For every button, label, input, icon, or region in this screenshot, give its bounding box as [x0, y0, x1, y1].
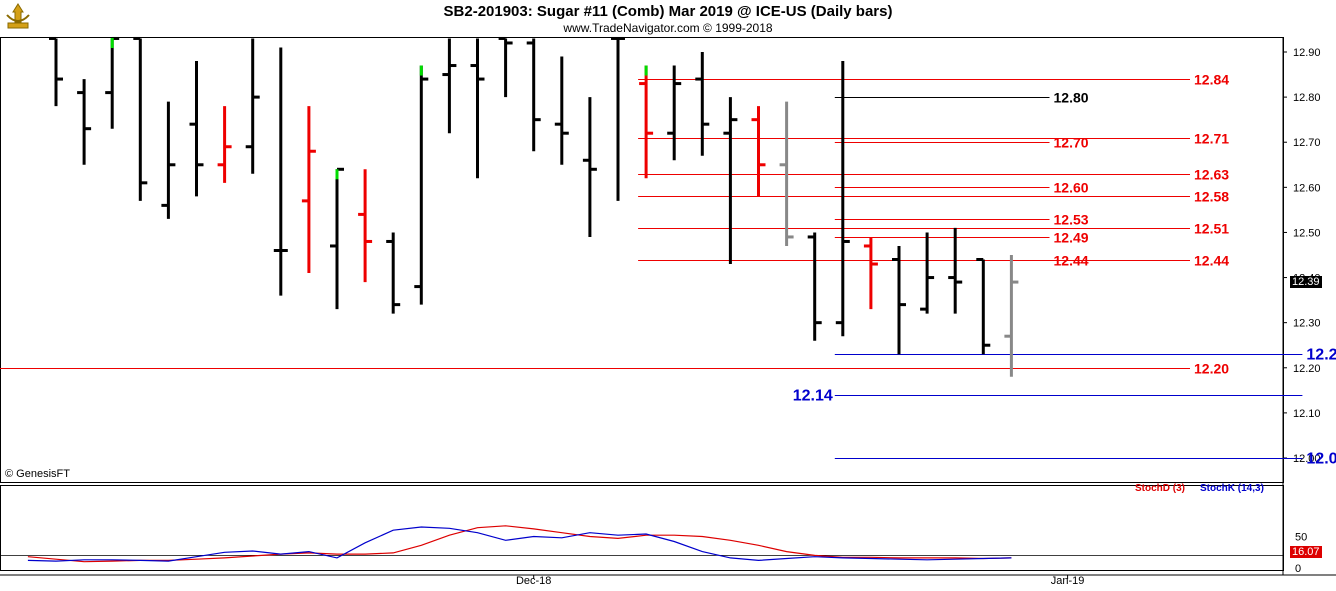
- price-axis-label: 12.20: [1293, 363, 1321, 375]
- price-axis-label: 12.50: [1293, 227, 1321, 239]
- ohlc-bar: [948, 227, 963, 314]
- stoch-axis-label: 50: [1295, 532, 1307, 544]
- ohlc-bar: [554, 56, 569, 165]
- ohlc-bar: [161, 101, 176, 219]
- stoch-d-line: [27, 525, 1012, 563]
- level-label: 12.23: [1306, 347, 1336, 364]
- level-label: 12.49: [1054, 230, 1089, 246]
- stoch-k-line: [27, 526, 1012, 562]
- ohlc-bar: [470, 38, 485, 179]
- chart-title: SB2-201903: Sugar #11 (Comb) Mar 2019 @ …: [443, 3, 893, 20]
- ohlc-bar: [77, 79, 92, 165]
- ohlc-bar: [695, 52, 710, 156]
- ohlc-bar: [189, 61, 204, 197]
- ohlc-bar: [442, 38, 457, 134]
- copyright-label: © GenesisFT: [5, 468, 70, 480]
- ohlc-bar: [301, 106, 316, 274]
- ohlc-bar: [667, 65, 682, 161]
- ohlc-bar: [835, 61, 850, 337]
- level-label: 12.44: [1194, 253, 1229, 269]
- price-axis-label: 12.80: [1293, 92, 1321, 104]
- stoch-current-badge: 16.07: [1290, 546, 1322, 558]
- level-label: 12.70: [1054, 135, 1089, 151]
- level-label: 12.80: [1054, 90, 1089, 106]
- ohlc-bar: [330, 167, 344, 310]
- ohlc-bar: [386, 232, 401, 314]
- ohlc-bar: [498, 36, 513, 98]
- price-axis-label: 12.10: [1293, 408, 1321, 420]
- ohlc-bar: [49, 36, 63, 107]
- stoch-axis-label: 0: [1295, 563, 1301, 575]
- ohlc-bar: [414, 65, 429, 305]
- stoch-d-legend: StochD (3): [1135, 483, 1185, 494]
- price-axis-label: 12.70: [1293, 137, 1321, 149]
- ohlc-bar: [217, 106, 232, 183]
- level-label: 12.63: [1194, 167, 1229, 183]
- ohlc-bar: [779, 101, 794, 246]
- x-axis-label: Dec-18: [516, 575, 551, 587]
- ohlc-bar: [245, 38, 260, 174]
- level-label: 12.60: [1054, 180, 1089, 196]
- current-price-badge: 12.39: [1290, 276, 1322, 288]
- chart-subtitle: www.TradeNavigator.com © 1999-2018: [563, 21, 773, 35]
- level-label: 12.84: [1194, 72, 1229, 88]
- ohlc-bar: [723, 97, 738, 265]
- level-label: 12.14: [793, 388, 833, 405]
- ohlc-bar: [863, 236, 878, 310]
- price-axis-label: 12.90: [1293, 47, 1321, 59]
- ohlc-bar: [1004, 255, 1019, 377]
- ohlc-bar: [639, 65, 654, 179]
- price-axis-label: 12.30: [1293, 318, 1321, 330]
- level-label: 12.53: [1054, 212, 1089, 228]
- ohlc-bar: [273, 47, 288, 296]
- ohlc-bar: [526, 38, 541, 152]
- ohlc-bar: [133, 36, 148, 201]
- ohlc-bar: [358, 169, 373, 283]
- level-label: 12.71: [1194, 131, 1229, 147]
- ohlc-bar: [105, 36, 120, 129]
- level-label: 12.58: [1194, 189, 1229, 205]
- level-label: 12.51: [1194, 221, 1229, 237]
- ohlc-bar: [976, 258, 991, 355]
- x-axis-label: Jan-19: [1051, 575, 1085, 587]
- trade-navigator-logo-icon: [2, 1, 34, 33]
- level-label: 12.00: [1306, 451, 1336, 468]
- ohlc-bar: [582, 97, 597, 237]
- ohlc-bar: [611, 36, 625, 201]
- level-label: 12.20: [1194, 361, 1229, 377]
- stoch-k-legend: StochK (14,3): [1200, 483, 1264, 494]
- ohlc-bar: [920, 232, 935, 314]
- ohlc-bar: [807, 232, 822, 341]
- price-axis-label: 12.60: [1293, 182, 1321, 194]
- price-axis-label: 12.00: [1293, 453, 1321, 465]
- ohlc-bar: [751, 106, 766, 197]
- ohlc-bar: [892, 245, 906, 355]
